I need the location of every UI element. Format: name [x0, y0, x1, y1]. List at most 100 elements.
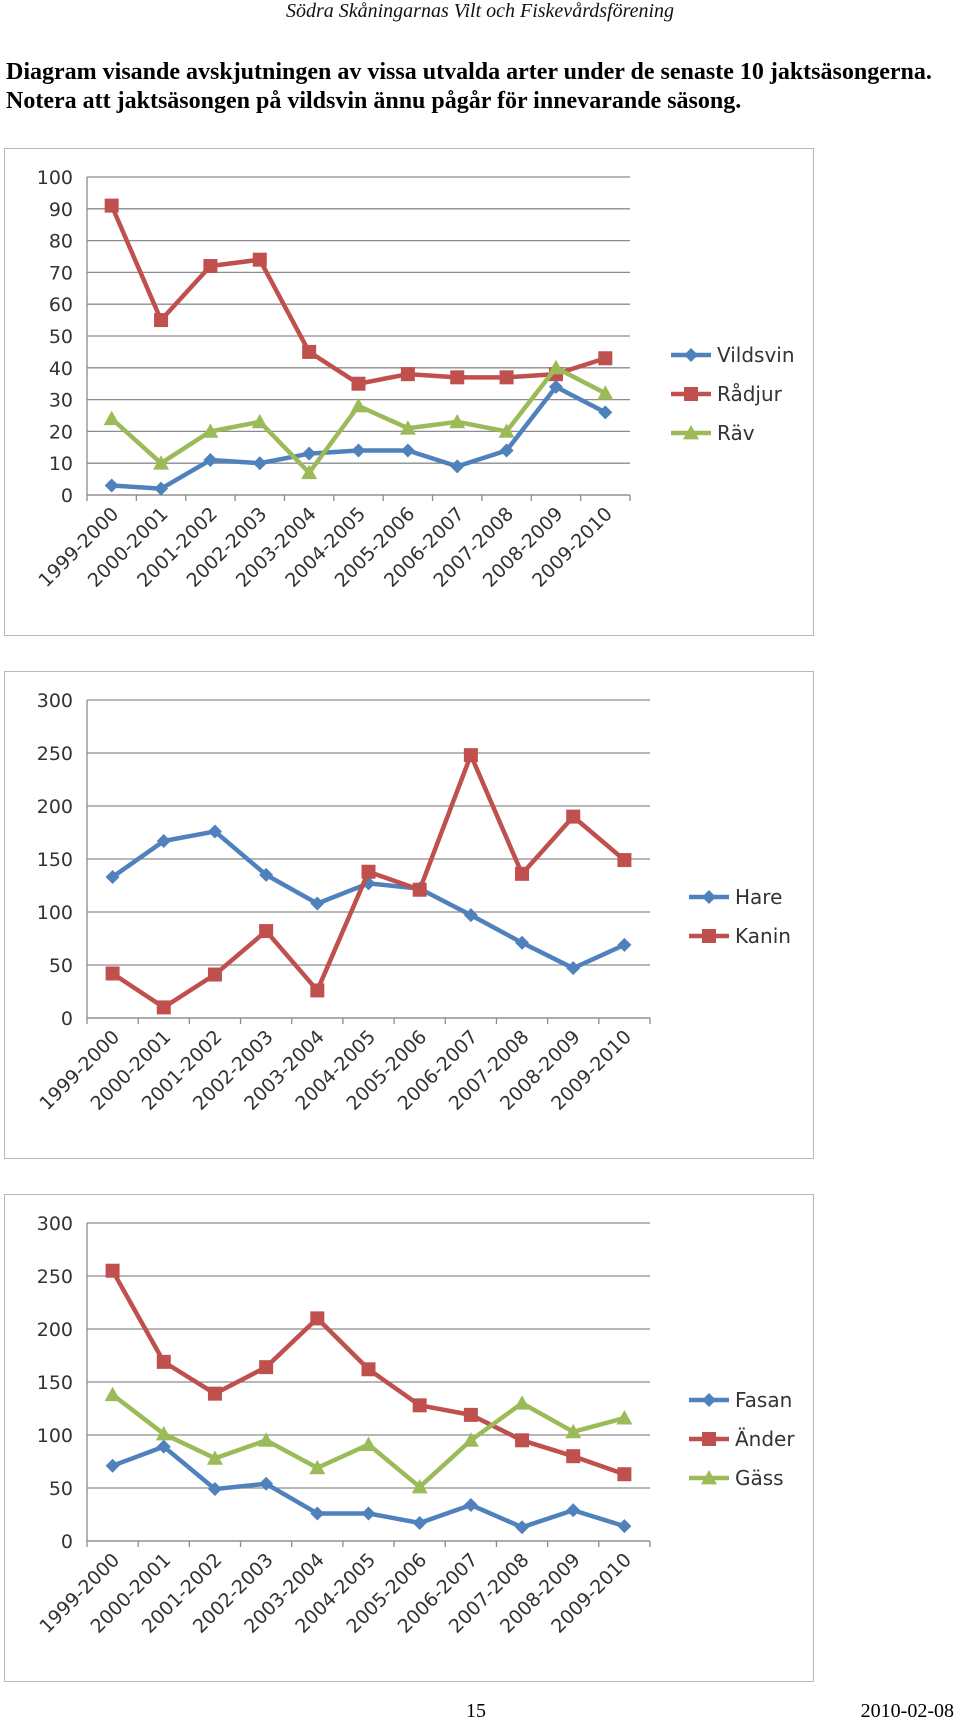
legend-marker [702, 890, 716, 904]
data-point [617, 1467, 632, 1482]
data-point [548, 379, 563, 394]
data-point [617, 1519, 632, 1534]
data-point [566, 961, 581, 976]
data-point [463, 908, 478, 923]
data-point [207, 1386, 222, 1401]
data-point [259, 924, 274, 939]
series-vildsvin [104, 379, 613, 496]
y-tick-label: 100 [37, 167, 73, 189]
legend-marker [684, 387, 698, 401]
y-tick-label: 0 [61, 1008, 73, 1030]
legend-marker [683, 425, 699, 440]
data-point [360, 1436, 377, 1451]
series-line [111, 829, 626, 971]
data-point [617, 853, 632, 868]
data-point [515, 1520, 530, 1535]
legend-entry: Änder [689, 1427, 795, 1451]
data-point [103, 410, 120, 426]
data-point [259, 867, 274, 882]
data-point [463, 1407, 478, 1422]
y-tick-label: 40 [49, 358, 73, 380]
legend-entry: Räv [671, 421, 755, 445]
data-point [566, 1449, 581, 1464]
data-point [310, 896, 325, 911]
data-point [203, 453, 218, 468]
legend-label: Rådjur [717, 382, 783, 406]
y-tick-label: 300 [37, 1213, 73, 1235]
data-point [310, 1506, 325, 1521]
y-tick-label: 90 [49, 199, 73, 221]
y-tick-label: 250 [37, 743, 73, 765]
data-point [301, 464, 318, 480]
legend-entry: Vildsvin [671, 343, 795, 367]
data-point [206, 1450, 223, 1465]
data-point [310, 983, 325, 998]
page-number: 15 [466, 1700, 486, 1722]
legend-entry: Fasan [689, 1388, 792, 1412]
page-header: Södra Skåningarnas Vilt och Fiskevårdsfö… [285, 0, 675, 22]
y-tick-label: 200 [37, 1319, 73, 1341]
series-hare [105, 824, 632, 976]
data-point [105, 1263, 120, 1278]
chart-hare-kanin: 0 50 100 150 200 250 300 1999-2000 2000-2001 2001… [4, 671, 814, 1159]
data-point [105, 1458, 120, 1473]
y-tick-label: 30 [49, 390, 73, 412]
y-tick-label: 200 [37, 796, 73, 818]
legend-marker [702, 1432, 716, 1446]
legend-label: Kanin [735, 924, 791, 948]
data-point [207, 824, 222, 839]
legend-marker [701, 1470, 717, 1485]
legend-label: Vildsvin [717, 343, 795, 367]
data-point [351, 376, 366, 391]
data-point [155, 1425, 172, 1441]
series-änder [105, 1263, 632, 1482]
y-tick-label: 50 [49, 326, 73, 348]
y-tick-label: 0 [61, 485, 73, 507]
data-point [400, 367, 415, 382]
data-point [515, 1433, 530, 1448]
legend-label: Räv [717, 421, 755, 445]
data-point [598, 405, 613, 420]
data-point [449, 413, 466, 429]
legend-marker [702, 929, 716, 943]
data-point [515, 866, 530, 881]
data-point [515, 935, 530, 950]
data-point [499, 370, 514, 385]
data-point [598, 351, 613, 366]
data-point [302, 446, 317, 461]
series-line [109, 204, 607, 386]
chart-svg-3: 0501001502002503001999-20002000-20012001… [35, 1213, 795, 1638]
data-point [259, 1476, 274, 1491]
chart-svg-1: 01020304050607080901001999-20002000-2001… [34, 167, 795, 592]
data-point [400, 443, 415, 458]
data-point [463, 1497, 478, 1512]
chart-vildsvin-radjur-rav: 0 10 20 30 40 50 60 70 80 90 100 1999-2000 2000-2001… [4, 148, 814, 636]
series-kanin [105, 748, 632, 1015]
y-tick-label: 100 [37, 1425, 73, 1447]
data-point [463, 748, 478, 763]
legend-marker [702, 1393, 716, 1407]
data-point [597, 385, 614, 400]
legend-label: Hare [735, 885, 782, 909]
data-point [450, 370, 465, 385]
data-point [258, 1432, 275, 1447]
data-point [156, 1000, 171, 1015]
data-point [412, 1515, 427, 1530]
data-point [203, 259, 218, 274]
data-point [207, 1482, 222, 1497]
data-point [462, 1432, 479, 1447]
data-point [412, 882, 427, 897]
y-tick-label: 50 [49, 955, 73, 977]
data-point [450, 459, 465, 474]
data-point [251, 413, 268, 429]
y-tick-label: 50 [49, 1478, 73, 1500]
y-tick-label: 60 [49, 294, 73, 316]
intro-line-2: Notera att jaktsäsongen på vildsvin ännu… [6, 88, 742, 114]
data-point [565, 1423, 582, 1439]
data-point [361, 864, 376, 879]
legend-entry: Hare [689, 885, 782, 909]
data-point [252, 456, 267, 471]
data-point [104, 478, 119, 493]
data-point [399, 420, 416, 435]
series-gäss [104, 1386, 633, 1494]
